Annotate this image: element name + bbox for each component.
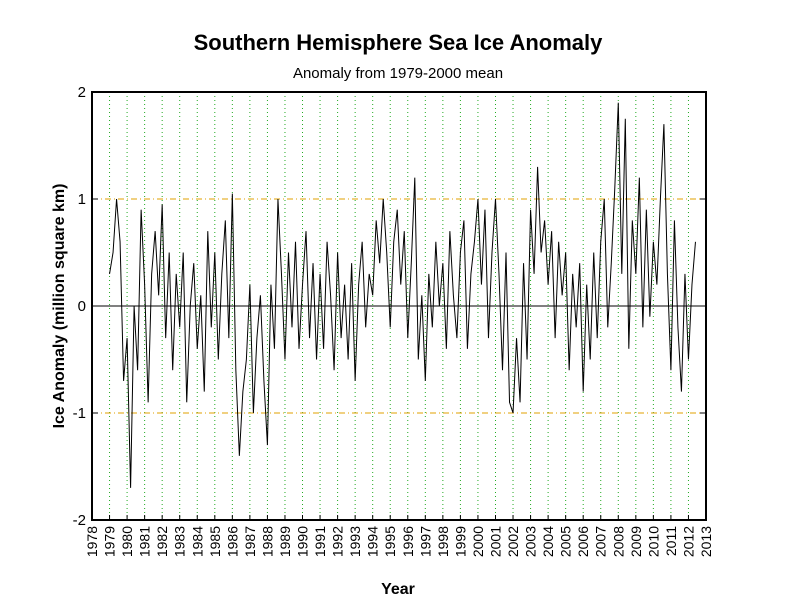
x-tick-label: 1983	[172, 526, 188, 557]
x-tick-label: 2011	[663, 526, 679, 556]
data-line	[109, 102, 696, 488]
chart-title: Southern Hemisphere Sea Ice Anomaly	[194, 30, 604, 55]
y-tick-label: -2	[73, 512, 86, 529]
y-tick-label: 1	[78, 191, 86, 208]
x-tick-label: 1995	[382, 526, 398, 557]
x-tick-label: 1982	[154, 526, 170, 557]
x-tick-label: 1994	[365, 526, 381, 557]
x-tick-label: 2000	[470, 526, 486, 557]
x-tick-label: 1985	[207, 526, 223, 557]
x-tick-label: 1999	[452, 526, 468, 557]
x-tick-label: 2013	[698, 526, 714, 557]
x-tick-label: 1990	[295, 526, 311, 557]
x-tick-label: 2010	[645, 526, 661, 557]
x-tick-label: 1978	[84, 526, 100, 557]
x-tick-label: 1979	[102, 526, 118, 557]
x-tick-label: 2007	[593, 526, 609, 557]
x-tick-label: 2006	[575, 526, 591, 557]
x-tick-label: 2012	[680, 526, 696, 557]
x-tick-label: 2001	[487, 526, 503, 557]
x-tick-label: 2009	[628, 526, 644, 557]
y-axis-label: Ice Anomaly (million square km)	[51, 184, 68, 429]
x-tick-label: 1980	[119, 526, 135, 557]
x-tick-label: 1992	[330, 526, 346, 557]
x-tick-label: 2008	[610, 526, 626, 557]
x-tick-label: 1997	[417, 526, 433, 557]
x-tick-label: 2005	[558, 526, 574, 557]
x-tick-label: 1996	[400, 526, 416, 557]
x-tick-label: 2003	[523, 526, 539, 557]
x-tick-label: 1984	[189, 526, 205, 557]
y-tick-label: 2	[78, 84, 86, 101]
x-tick-label: 2004	[540, 526, 556, 557]
x-axis-label: Year	[381, 581, 415, 598]
chart-subtitle: Anomaly from 1979-2000 mean	[293, 65, 503, 82]
x-tick-label: 1993	[347, 526, 363, 557]
x-tick-label: 1986	[224, 526, 240, 557]
plot-frame	[91, 91, 707, 521]
x-tick-label: 2002	[505, 526, 521, 557]
x-tick-label: 1987	[242, 526, 258, 557]
y-tick-label: -1	[73, 405, 86, 422]
x-tick-label: 1981	[137, 526, 153, 557]
x-tick-label: 1991	[312, 526, 328, 557]
x-tick-label: 1998	[435, 526, 451, 557]
x-tick-label: 1988	[259, 526, 275, 557]
x-tick-label: 1989	[277, 526, 293, 557]
y-tick-label: 0	[78, 298, 86, 315]
